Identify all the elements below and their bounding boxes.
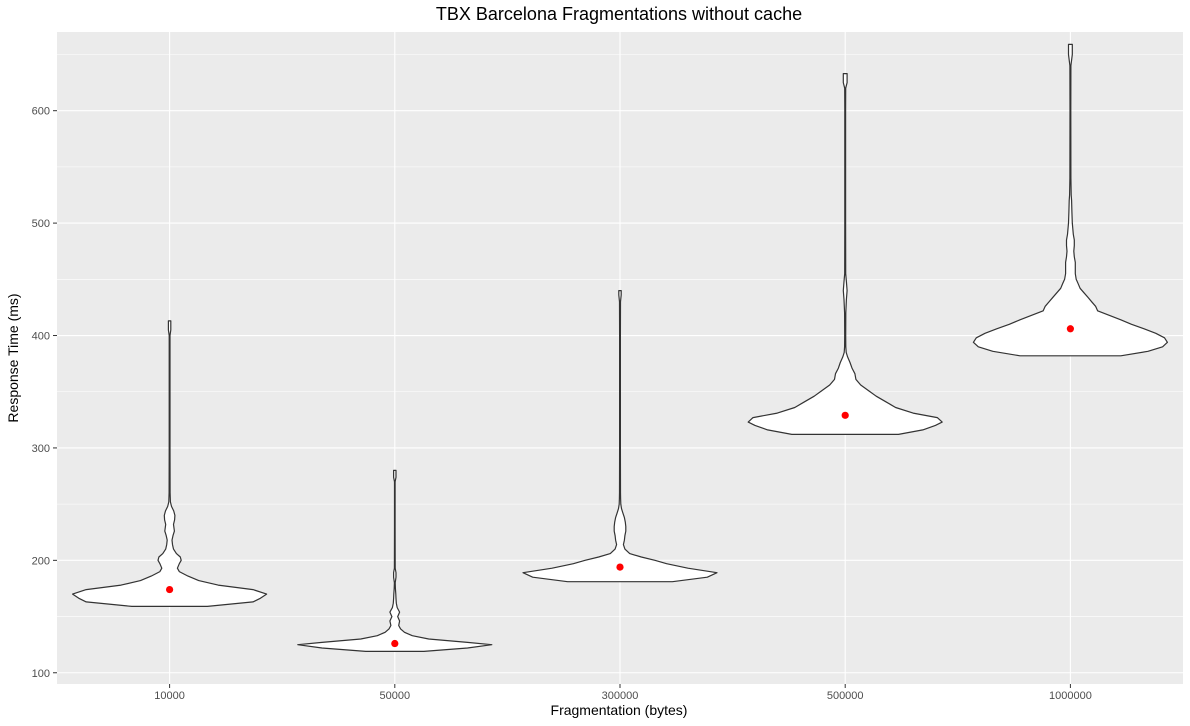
mean-points: [166, 325, 1074, 648]
y-tick-label: 500: [32, 218, 50, 230]
violin-10000: [72, 320, 268, 607]
x-tick-label: 50000: [380, 690, 411, 702]
x-tick-label: 300000: [602, 690, 639, 702]
chart-title: TBX Barcelona Fragmentations without cac…: [436, 4, 802, 24]
mean-point-1000000: [1066, 325, 1074, 333]
mean-point-10000: [166, 585, 174, 594]
mean-point-500000: [841, 411, 849, 419]
violin-50000: [297, 469, 493, 652]
y-tick-label: 600: [32, 106, 50, 118]
violin-300000: [522, 290, 718, 583]
y-tick-label: 100: [32, 668, 50, 680]
x-tick-label: 500000: [827, 690, 864, 702]
y-tick-label: 400: [32, 331, 50, 343]
y-axis: 100 200 300 400 500 600: [32, 106, 57, 680]
y-axis-title: Response Time (ms): [5, 293, 21, 422]
x-axis: 10000 50000 300000 500000 1000000: [154, 684, 1092, 702]
x-axis-title: Fragmentation (bytes): [551, 702, 688, 718]
x-tick-label: 10000: [154, 690, 185, 702]
y-tick-label: 200: [32, 555, 50, 567]
violin-500000: [747, 73, 943, 435]
mean-point-50000: [391, 639, 399, 648]
x-tick-label: 1000000: [1049, 690, 1092, 702]
mean-point-300000: [616, 563, 624, 571]
violin-1000000: [972, 43, 1168, 357]
violins: [72, 43, 1168, 652]
y-tick-label: 300: [32, 443, 50, 455]
